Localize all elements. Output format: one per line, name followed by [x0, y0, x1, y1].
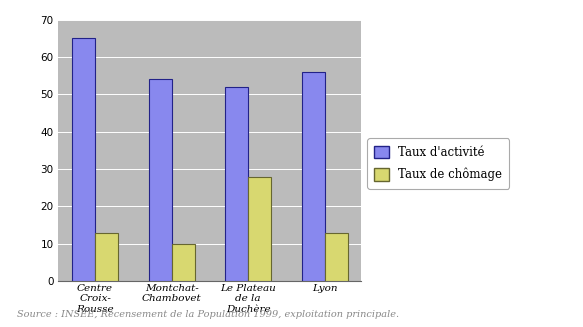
Bar — [95, 232, 118, 281]
Bar — [325, 232, 347, 281]
Bar — [225, 87, 248, 281]
Bar — [72, 38, 95, 281]
FancyBboxPatch shape — [0, 1, 583, 303]
Bar — [248, 177, 271, 281]
Bar — [171, 244, 195, 281]
Legend: Taux d'activité, Taux de chômage: Taux d'activité, Taux de chômage — [367, 138, 509, 189]
Bar — [149, 79, 171, 281]
Text: Source : INSEE, Recensement de la Population 1999, exploitation principale.: Source : INSEE, Recensement de la Popula… — [17, 310, 399, 319]
Bar — [302, 72, 325, 281]
